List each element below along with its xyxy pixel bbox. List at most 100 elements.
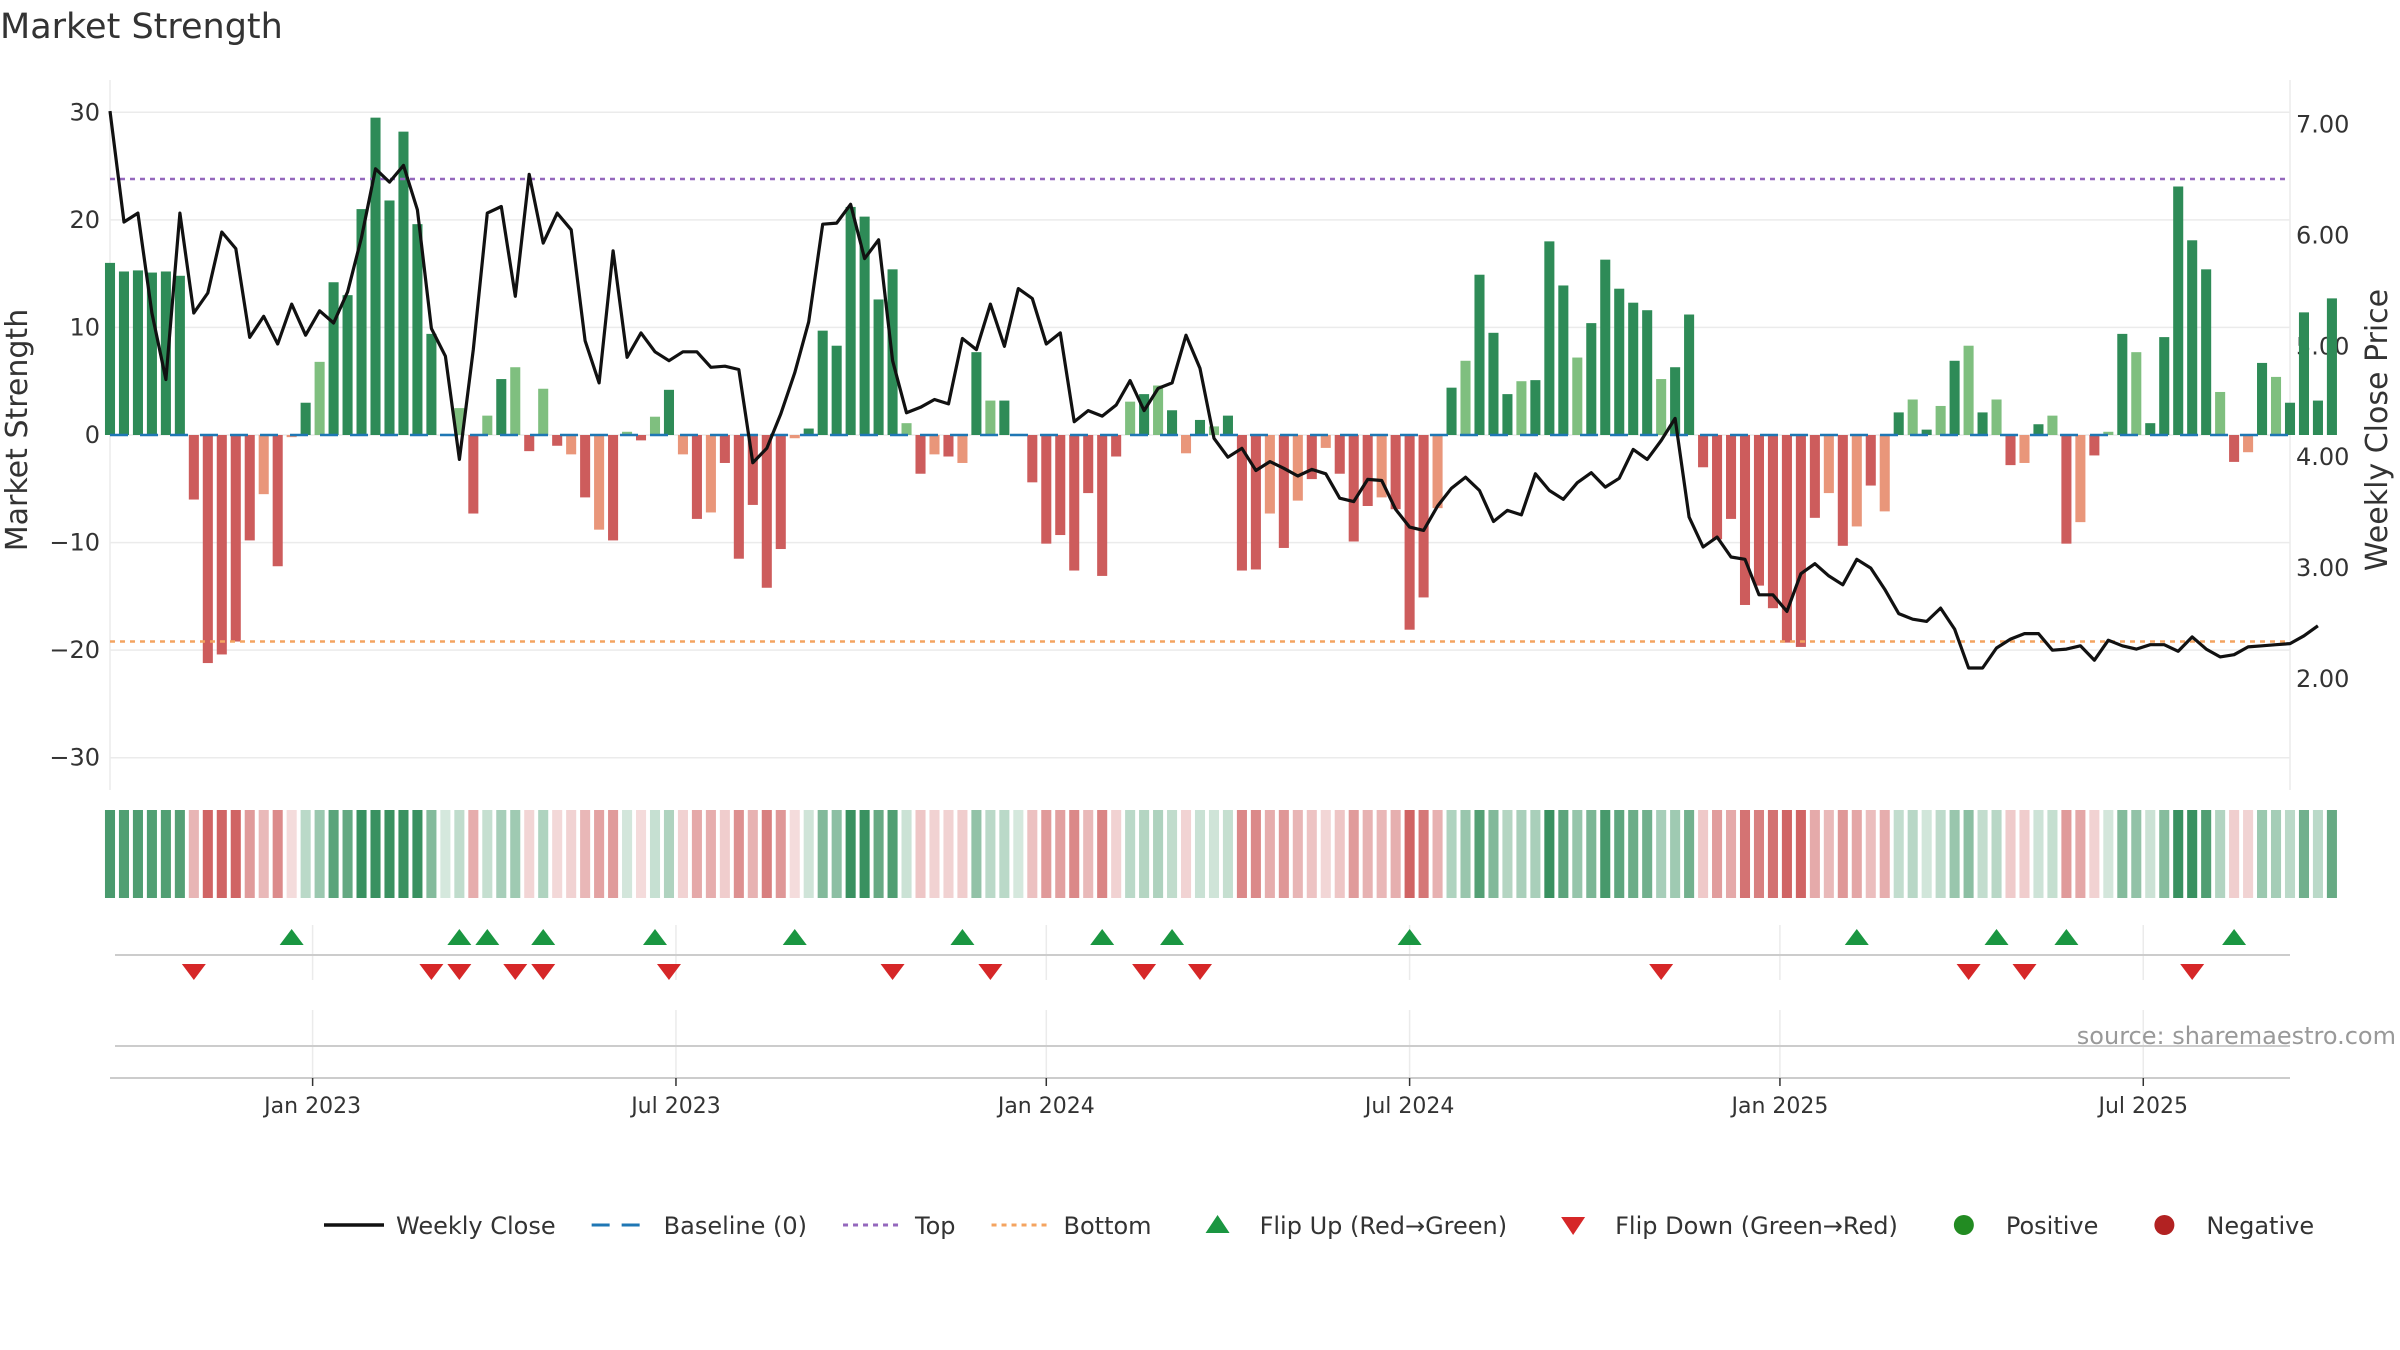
strength-bar [1320,435,1331,448]
heat-cell [1334,810,1345,898]
heat-cell [482,810,493,898]
legend-label: Flip Down (Green→Red) [1615,1212,1898,1240]
strength-bar [901,423,912,435]
strength-bar [957,435,968,463]
strength-bar [1139,394,1150,435]
y-tick-label: 30 [69,98,100,126]
strength-bar [1977,412,1988,435]
strength-bar [1809,435,1820,518]
strength-bar [1712,435,1723,540]
strength-bar [1390,435,1401,510]
heat-cell [2047,810,2058,898]
strength-bar [1851,435,1862,527]
heat-cell [118,810,130,898]
strength-bar [2019,435,2030,463]
y-tick-label: −10 [49,529,100,557]
heat-cell [1544,810,1555,898]
strength-bar [1125,401,1136,435]
heat-cell [258,810,269,898]
y2-tick-label: 2.00 [2296,665,2349,693]
heat-cell [2117,810,2128,898]
heat-cell [1614,810,1625,898]
strength-bar [1544,241,1555,435]
heat-cell [342,810,353,898]
strength-bar [831,345,842,435]
x-tick-label: Jul 2023 [629,1094,721,1119]
heat-cell [1991,810,2002,898]
heat-cell [691,810,702,898]
strength-bar [412,224,423,435]
legend-item-positive: Positive [1953,1212,2098,1240]
flip-markers [115,925,2290,1080]
heat-cell [1013,810,1024,898]
heat-cell [2229,810,2240,898]
heat-cell [1656,810,1667,898]
strength-bar [1558,285,1569,435]
legend-item-flip-down: Flip Down (Green→Red) [1561,1212,1898,1240]
heat-cell [663,810,675,898]
flip-down-marker [1188,964,1212,980]
strength-bar [1180,435,1192,454]
strength-bar [649,416,661,435]
y-tick-label: 10 [69,313,100,341]
heat-cell [1376,810,1387,898]
strength-bar [2075,435,2086,523]
strength-bar [2117,333,2128,435]
heat-cell [1753,810,1765,898]
heat-cell [440,810,451,898]
strength-bar [594,435,605,530]
strength-bar [1474,274,1485,435]
strength-bar [1502,394,1513,435]
flip-up-marker [950,929,975,945]
heat-cell [2019,810,2030,898]
heat-cell [300,810,311,898]
heat-cell [1250,810,1261,898]
flip-up-marker [1984,929,2009,945]
heat-cell [2298,810,2310,898]
heat-cell [1642,810,1653,898]
strength-bar [132,270,143,435]
heat-cell [761,810,772,898]
strength-bar [2131,352,2142,435]
heat-cell [1600,810,1611,898]
heat-cell [845,810,856,898]
heat-cell [104,810,116,898]
heat-cell [1893,810,1904,898]
heat-cell [622,810,633,898]
heat-cell [2005,810,2016,898]
strength-bar [188,435,199,500]
strength-bar [2201,269,2212,435]
strength-bar [2033,424,2044,435]
legend: Weekly Close Baseline (0) Top Bottom Flip Up… [324,1212,2314,1240]
heat-cell [608,810,619,898]
strength-bar [1893,412,1904,435]
strength-bar [775,435,786,550]
flip-down-marker [2180,964,2205,980]
heat-cell [1446,810,1457,898]
heat-cell [356,810,367,898]
strength-bar [2215,391,2226,435]
close-line-layer [108,110,2319,670]
heat-cell [1558,810,1569,898]
heat-cell [510,810,521,898]
heat-cell [677,810,688,898]
y2-tick-label: 7.00 [2296,110,2349,138]
heat-cell [496,810,507,898]
strength-bar [677,435,688,455]
x-tick-label: Jan 2023 [262,1094,361,1119]
heat-cell [188,810,199,898]
heat-cell [1348,810,1359,898]
heat-cell [2187,810,2198,898]
flip-down-marker [1649,964,1674,980]
strength-bar [2047,415,2058,435]
strength-bar [1041,435,1052,544]
heat-cell [1698,810,1709,898]
strength-bar [1153,385,1164,435]
strength-bar [2312,400,2323,435]
heat-cell [901,810,912,898]
strength-bar [160,271,171,435]
heat-cell [2089,810,2100,898]
x-tick-label: Jan 2025 [1729,1094,1828,1119]
flip-up-marker [2222,929,2247,945]
heat-cell [1795,810,1806,898]
